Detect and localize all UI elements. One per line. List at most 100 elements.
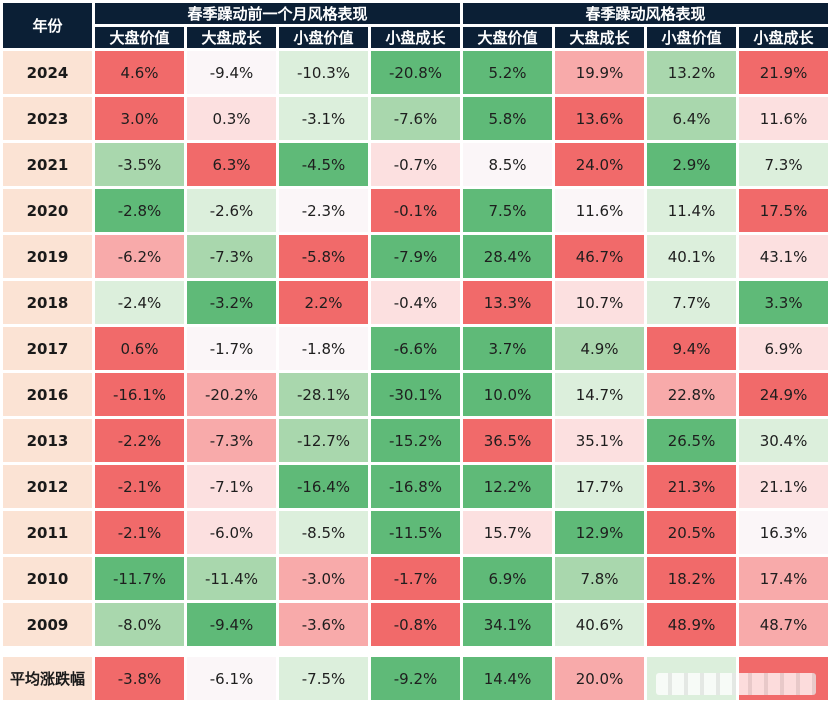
average-cell: -3.8% — [95, 657, 184, 700]
value-cell: -7.1% — [187, 465, 276, 508]
value-cell: -11.7% — [95, 557, 184, 600]
value-cell: 12.2% — [463, 465, 553, 508]
year-cell: 2018 — [3, 281, 92, 324]
table-row: 2017 0.6% -1.7% -1.8% -6.6% 3.7% 4.9% 9.… — [3, 327, 829, 370]
column-header-before-large-value: 大盘价值 — [95, 27, 184, 48]
value-cell: 0.3% — [187, 97, 276, 140]
value-cell: 18.2% — [647, 557, 737, 600]
table-row: 2016 -16.1% -20.2% -28.1% -30.1% 10.0% 1… — [3, 373, 829, 416]
value-cell: 16.3% — [739, 511, 829, 554]
value-cell: -12.7% — [279, 419, 368, 462]
value-cell: 3.7% — [463, 327, 553, 370]
column-header-during-large-value: 大盘价值 — [463, 27, 553, 48]
group-header-before: 春季躁动前一个月风格表现 — [95, 3, 461, 24]
value-cell: 11.6% — [555, 189, 645, 232]
value-cell: -8.0% — [95, 603, 184, 646]
year-cell: 2012 — [3, 465, 92, 508]
value-cell: 48.9% — [647, 603, 737, 646]
value-cell: -2.2% — [95, 419, 184, 462]
table-row: 2012 -2.1% -7.1% -16.4% -16.8% 12.2% 17.… — [3, 465, 829, 508]
value-cell: 14.7% — [555, 373, 645, 416]
value-cell: 21.1% — [739, 465, 829, 508]
value-cell: -1.8% — [279, 327, 368, 370]
value-cell: -0.7% — [371, 143, 461, 186]
value-cell: 3.0% — [95, 97, 184, 140]
value-cell: -9.4% — [187, 603, 276, 646]
year-cell: 2024 — [3, 51, 92, 94]
average-cell: -6.1% — [187, 657, 276, 700]
column-header-before-small-value: 小盘价值 — [279, 27, 368, 48]
value-cell: 17.5% — [739, 189, 829, 232]
value-cell: 12.9% — [555, 511, 645, 554]
value-cell: 22.8% — [647, 373, 737, 416]
value-cell: 48.7% — [739, 603, 829, 646]
value-cell: -11.5% — [371, 511, 461, 554]
value-cell: 40.6% — [555, 603, 645, 646]
value-cell: -0.4% — [371, 281, 461, 324]
value-cell: -3.0% — [279, 557, 368, 600]
value-cell: -8.5% — [279, 511, 368, 554]
value-cell: -3.5% — [95, 143, 184, 186]
value-cell: -2.3% — [279, 189, 368, 232]
value-cell: 28.4% — [463, 235, 553, 278]
value-cell: -10.3% — [279, 51, 368, 94]
value-cell: -3.6% — [279, 603, 368, 646]
value-cell: 46.7% — [555, 235, 645, 278]
value-cell: 10.0% — [463, 373, 553, 416]
table-row: 2024 4.6% -9.4% -10.3% -20.8% 5.2% 19.9%… — [3, 51, 829, 94]
value-cell: 13.3% — [463, 281, 553, 324]
value-cell: -16.4% — [279, 465, 368, 508]
value-cell: 11.4% — [647, 189, 737, 232]
value-cell: -3.1% — [279, 97, 368, 140]
year-cell: 2009 — [3, 603, 92, 646]
watermark — [656, 673, 816, 695]
value-cell: 21.9% — [739, 51, 829, 94]
value-cell: -7.9% — [371, 235, 461, 278]
value-cell: -0.1% — [371, 189, 461, 232]
table-row: 2023 3.0% 0.3% -3.1% -7.6% 5.8% 13.6% 6.… — [3, 97, 829, 140]
value-cell: 7.3% — [739, 143, 829, 186]
table-row: 2018 -2.4% -3.2% 2.2% -0.4% 13.3% 10.7% … — [3, 281, 829, 324]
year-cell: 2013 — [3, 419, 92, 462]
value-cell: -7.6% — [371, 97, 461, 140]
value-cell: 21.3% — [647, 465, 737, 508]
value-cell: -5.8% — [279, 235, 368, 278]
group-header-during: 春季躁动风格表现 — [463, 3, 829, 24]
value-cell: -0.8% — [371, 603, 461, 646]
row-spacer — [3, 649, 829, 654]
value-cell: 4.6% — [95, 51, 184, 94]
average-cell: -7.5% — [279, 657, 368, 700]
value-cell: -20.8% — [371, 51, 461, 94]
value-cell: 17.7% — [555, 465, 645, 508]
value-cell: -6.6% — [371, 327, 461, 370]
value-cell: 7.7% — [647, 281, 737, 324]
table-row: 2009 -8.0% -9.4% -3.6% -0.8% 34.1% 40.6%… — [3, 603, 829, 646]
table-row: 2020 -2.8% -2.6% -2.3% -0.1% 7.5% 11.6% … — [3, 189, 829, 232]
value-cell: -2.4% — [95, 281, 184, 324]
value-cell: -6.0% — [187, 511, 276, 554]
value-cell: -16.1% — [95, 373, 184, 416]
average-row: 平均涨跌幅 -3.8% -6.1% -7.5% -9.2% 14.4% 20.0… — [3, 657, 829, 700]
average-label-cell: 平均涨跌幅 — [3, 657, 92, 700]
value-cell: -16.8% — [371, 465, 461, 508]
value-cell: 36.5% — [463, 419, 553, 462]
table-row: 2013 -2.2% -7.3% -12.7% -15.2% 36.5% 35.… — [3, 419, 829, 462]
year-column-header: 年份 — [3, 3, 92, 48]
value-cell: -6.2% — [95, 235, 184, 278]
value-cell: 24.9% — [739, 373, 829, 416]
value-cell: -7.3% — [187, 419, 276, 462]
table-row: 2019 -6.2% -7.3% -5.8% -7.9% 28.4% 46.7%… — [3, 235, 829, 278]
value-cell: 5.2% — [463, 51, 553, 94]
value-cell: 17.4% — [739, 557, 829, 600]
year-cell: 2023 — [3, 97, 92, 140]
average-cell: -9.2% — [371, 657, 461, 700]
value-cell: -2.6% — [187, 189, 276, 232]
value-cell: 6.9% — [739, 327, 829, 370]
spacer-cell — [3, 649, 829, 654]
value-cell: -2.1% — [95, 465, 184, 508]
value-cell: -20.2% — [187, 373, 276, 416]
column-header-before-small-growth: 小盘成长 — [371, 27, 461, 48]
table-header: 年份 春季躁动前一个月风格表现 春季躁动风格表现 大盘价值 大盘成长 小盘价值 … — [3, 3, 829, 48]
